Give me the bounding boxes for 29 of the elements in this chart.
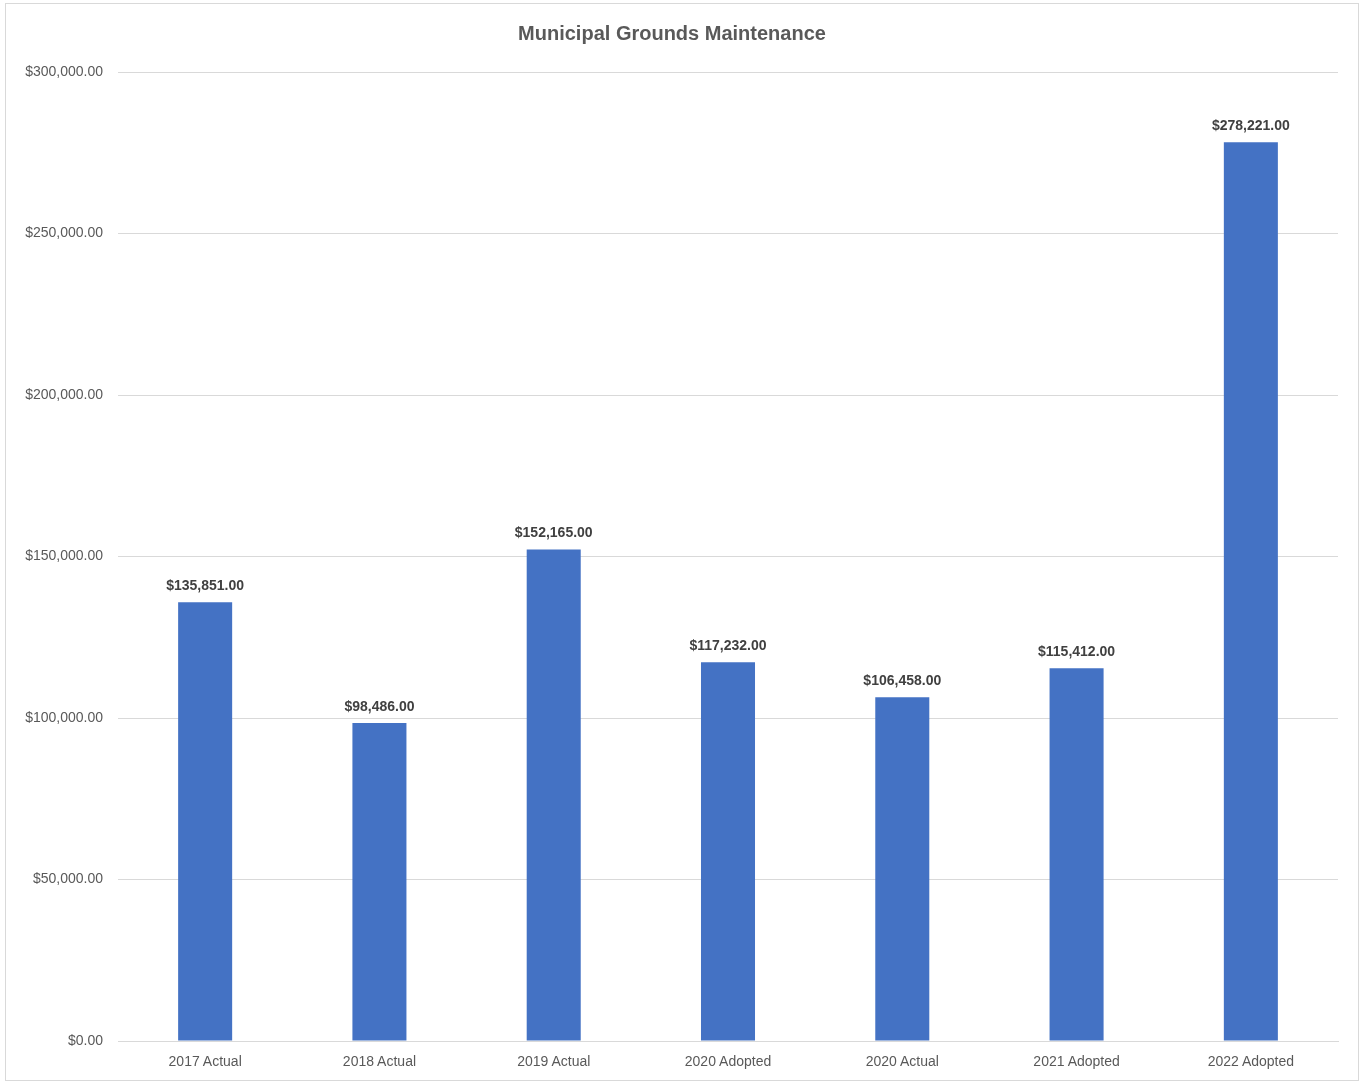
x-tick-label: 2020 Actual <box>865 1053 939 1070</box>
bar <box>1049 668 1104 1041</box>
x-tick-label: 2017 Actual <box>168 1053 242 1070</box>
bar <box>178 602 233 1041</box>
bar <box>1223 142 1278 1041</box>
data-label: $106,458.00 <box>863 672 942 688</box>
bar <box>875 697 930 1041</box>
bar <box>352 722 407 1041</box>
chart-title: Municipal Grounds Maintenance <box>518 21 826 44</box>
y-tick-label: $150,000.00 <box>25 547 104 564</box>
data-label: $115,412.00 <box>1038 643 1116 660</box>
x-tick-label: 2019 Actual <box>517 1053 591 1070</box>
bar <box>700 662 756 1041</box>
data-label: $98,486.00 <box>344 697 415 714</box>
y-tick-label: $100,000.00 <box>25 708 104 725</box>
y-tick-label: $300,000.00 <box>25 62 104 79</box>
y-tick-label: $200,000.00 <box>25 385 104 402</box>
x-tick-label: 2018 Actual <box>342 1053 417 1070</box>
data-label: $117,232.00 <box>689 637 767 654</box>
bar <box>526 549 581 1041</box>
x-tick-label: 2022 Adopted <box>1207 1053 1295 1070</box>
y-tick-label: $250,000.00 <box>25 224 104 241</box>
y-tick-label: $0.00 <box>67 1031 104 1048</box>
data-label: $152,165.00 <box>514 524 593 541</box>
y-tick-label: $50,000.00 <box>32 870 104 887</box>
x-tick-label: 2020 Adopted <box>684 1053 772 1070</box>
x-tick-label: 2021 Adopted <box>1033 1053 1120 1070</box>
data-label: $278,221.00 <box>1211 117 1290 134</box>
data-label: $135,851.00 <box>166 577 245 594</box>
